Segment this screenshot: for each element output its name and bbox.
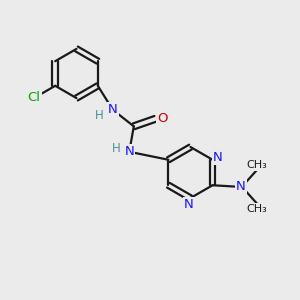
Text: N: N: [124, 145, 134, 158]
Text: N: N: [236, 180, 246, 193]
Text: Cl: Cl: [28, 91, 41, 103]
Text: H: H: [95, 109, 104, 122]
Text: N: N: [184, 198, 194, 211]
Text: CH₃: CH₃: [246, 160, 267, 170]
Text: N: N: [108, 103, 118, 116]
Text: CH₃: CH₃: [246, 204, 267, 214]
Text: H: H: [112, 142, 121, 155]
Text: O: O: [157, 112, 167, 125]
Text: N: N: [213, 151, 223, 164]
